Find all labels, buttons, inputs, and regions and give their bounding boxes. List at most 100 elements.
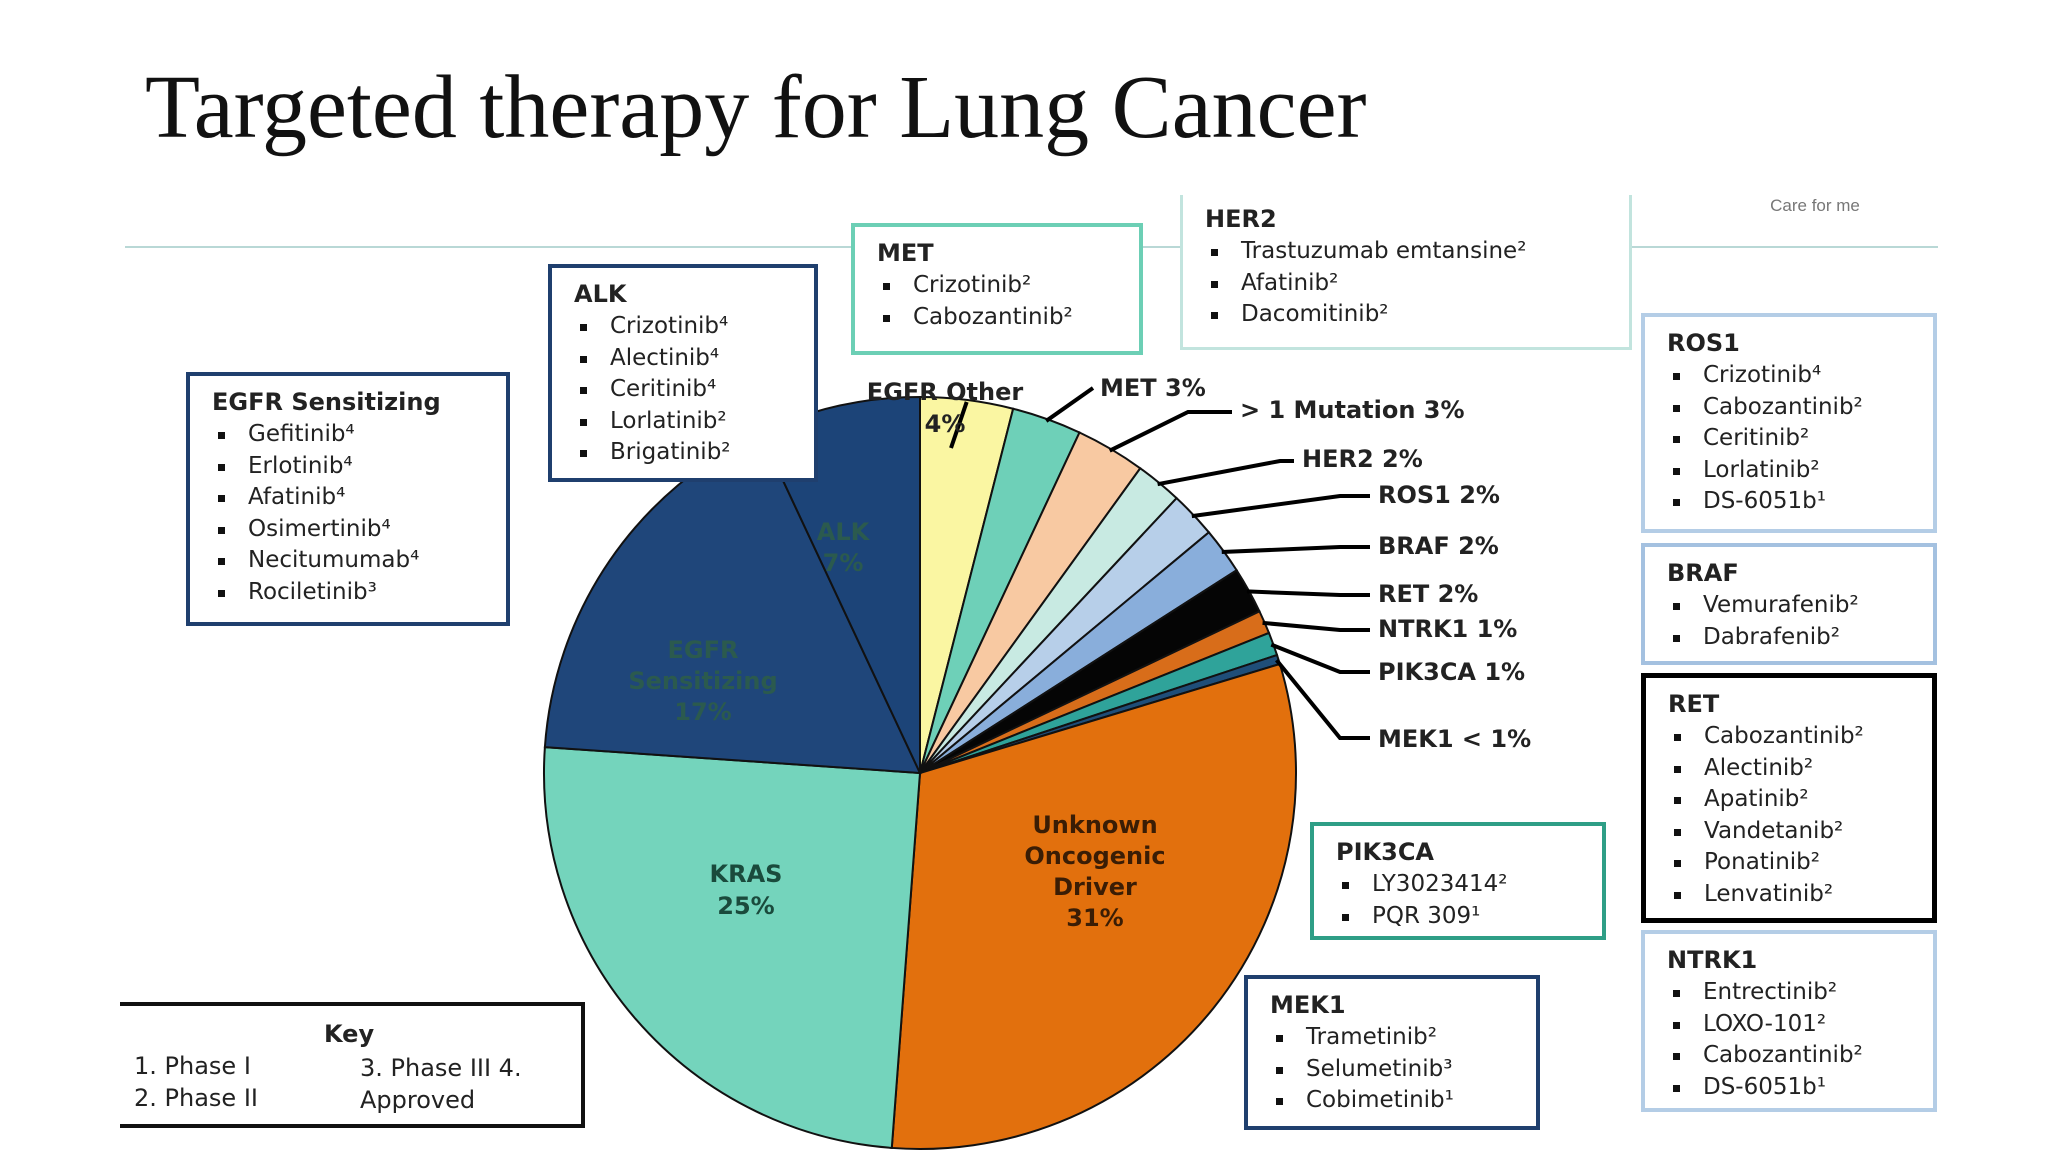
key-phase-1: 1. Phase I [134,1052,251,1080]
therapy-item: Afatinib² [1205,268,1609,300]
box-title: RET [1668,690,1720,718]
therapy-item: Selumetinib³ [1270,1054,1516,1086]
therapy-item: LOXO-101² [1667,1009,1913,1041]
therapy-item: Lenvatinib² [1668,879,1912,911]
box-title: MET [877,239,934,267]
therapy-item: Trastuzumab emtansine² [1205,236,1609,268]
leader-line [1108,410,1232,453]
label-braf: BRAF 2% [1378,532,1499,560]
ros1-box: ROS1 Crizotinib⁴ Cabozantinib² Ceritinib² L… [1641,313,1937,533]
therapy-item: Dacomitinib² [1205,299,1609,331]
inside-label-alk: ALK [817,518,871,546]
therapy-item: Alectinib² [1668,753,1912,785]
key-phase-2: 2. Phase II [134,1084,258,1112]
inside-label-egfr-sens: 17% [674,698,731,726]
therapy-item: Crizotinib² [877,270,1119,302]
therapy-item: DS-6051b¹ [1667,1072,1913,1104]
inside-label-unknown: Oncogenic [1024,842,1165,870]
therapy-item: Cobimetinib¹ [1270,1085,1516,1117]
key-box: Key 1. Phase I 2. Phase II 3. Phase III … [120,1002,585,1128]
label-ros1: ROS1 2% [1378,481,1500,509]
label-pik3ca: PIK3CA 1% [1378,658,1525,686]
key-title: Key [324,1020,375,1048]
therapy-list: LY3023414² PQR 309¹ [1336,869,1582,932]
leader-line [1246,589,1370,597]
label-ntrk1: NTRK1 1% [1378,615,1517,643]
therapy-item: DS-6051b¹ [1667,486,1913,518]
therapy-item: Necitumumab⁴ [212,545,486,577]
therapy-item: Apatinib² [1668,784,1912,816]
therapy-item: Afatinib⁴ [212,482,486,514]
therapy-item: Erlotinib⁴ [212,451,486,483]
label-her2: HER2 2% [1302,445,1423,473]
therapy-item: Crizotinib⁴ [574,311,794,343]
therapy-list: Gefitinib⁴ Erlotinib⁴ Afatinib⁴ Osimertinib… [212,419,486,608]
therapy-item: Alectinib⁴ [574,343,794,375]
leader-line [1262,620,1370,632]
inside-label-egfr-sens: EGFR [668,636,739,664]
label-mutation: > 1 Mutation 3% [1240,396,1465,424]
label-ret: RET 2% [1378,580,1478,608]
therapy-item: Entrectinib² [1667,977,1913,1009]
alk-box: ALK Crizotinib⁴ Alectinib⁴ Ceritinib⁴ Lorla… [548,264,818,482]
leader-line [949,401,969,449]
inside-label-alk: 7% [823,549,864,577]
therapy-item: Gefitinib⁴ [212,419,486,451]
therapy-item: Lorlatinib² [574,406,794,438]
box-title: HER2 [1205,205,1277,233]
inside-label-kras: KRAS [710,860,783,888]
label-met: MET 3% [1100,374,1206,402]
egfr-sensitizing-box: EGFR Sensitizing Gefitinib⁴ Erlotinib⁴ Afa… [186,372,510,626]
therapy-item: Osimertinib⁴ [212,514,486,546]
therapy-item: Ceritinib² [1667,423,1913,455]
leader-line [1191,494,1370,519]
therapy-item: Cabozantinib² [877,302,1119,334]
her2-box: HER2 Trastuzumab emtansine² Afatinib² Daco… [1180,195,1632,350]
therapy-item: Cabozantinib² [1668,721,1912,753]
ret-box: RET Cabozantinib² Alectinib² Apatinib² Vand… [1641,673,1937,923]
therapy-item: Cabozantinib² [1667,392,1913,424]
therapy-list: Trastuzumab emtansine² Afatinib² Dacomitin… [1205,236,1609,331]
mek1-box: MEK1 Trametinib² Selumetinib³ Cobimetinib¹ [1244,975,1540,1130]
slide-title: Targeted therapy for Lung Cancer [145,58,1367,157]
therapy-list: Crizotinib² Cabozantinib² [877,270,1119,333]
therapy-item: Dabrafenib² [1667,622,1913,654]
box-title: ROS1 [1667,329,1740,357]
therapy-item: Rociletinib³ [212,577,486,609]
leader-line [1157,459,1294,487]
box-title: NTRK1 [1667,946,1758,974]
key-phase-3: 3. Phase III 4. [360,1054,522,1082]
therapy-item: Ponatinib² [1668,847,1912,879]
inside-label-unknown: 31% [1066,904,1123,932]
therapy-item: Crizotinib⁴ [1667,360,1913,392]
ntrk1-box: NTRK1 Entrectinib² LOXO-101² Cabozantinib²… [1641,930,1937,1112]
box-title: EGFR Sensitizing [212,388,441,416]
therapy-item: Cabozantinib² [1667,1040,1913,1072]
therapy-list: Cabozantinib² Alectinib² Apatinib² Vandetan… [1668,721,1912,910]
key-approved: Approved [360,1086,476,1114]
pie-slice-kras [543,746,922,1150]
label-egfr-other: EGFR Other [867,378,1024,406]
box-title: ALK [574,280,627,308]
therapy-list: Vemurafenib² Dabrafenib² [1667,590,1913,653]
therapy-list: Entrectinib² LOXO-101² Cabozantinib² DS-605… [1667,977,1913,1103]
top-note: Care for me [1770,196,1860,214]
therapy-item: Brigatinib² [574,437,794,469]
therapy-item: Vemurafenib² [1667,590,1913,622]
pie-slice-unknown-oncogenic-driver [890,662,1297,1150]
therapy-item: Trametinib² [1270,1022,1516,1054]
box-title: PIK3CA [1336,838,1435,866]
inside-label-kras: 25% [717,892,774,920]
leader-line [1045,386,1095,423]
braf-box: BRAF Vemurafenib² Dabrafenib² [1641,543,1937,665]
inside-label-egfr-sens: Sensitizing [628,667,777,695]
therapy-item: Ceritinib⁴ [574,374,794,406]
label-mek1: MEK1 < 1% [1378,725,1531,753]
therapy-list: Crizotinib⁴ Cabozantinib² Ceritinib² Lorlat… [1667,360,1913,518]
inside-label-unknown: Unknown [1032,811,1157,839]
leader-line [1270,642,1370,674]
inside-label-unknown: Driver [1053,873,1137,901]
met-box: MET Crizotinib² Cabozantinib² [851,223,1143,355]
box-title: MEK1 [1270,991,1346,1019]
